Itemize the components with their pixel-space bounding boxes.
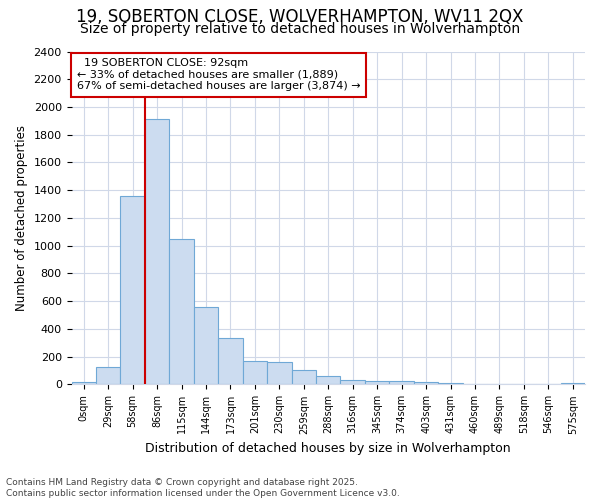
Bar: [292, 370, 316, 384]
Bar: [169, 239, 194, 384]
Bar: [194, 307, 218, 384]
Bar: [340, 380, 365, 384]
Bar: [267, 362, 292, 384]
Bar: [365, 380, 389, 384]
Text: 19, SOBERTON CLOSE, WOLVERHAMPTON, WV11 2QX: 19, SOBERTON CLOSE, WOLVERHAMPTON, WV11 …: [76, 8, 524, 26]
Bar: [71, 382, 96, 384]
Bar: [316, 376, 340, 384]
Bar: [121, 196, 145, 384]
Text: Size of property relative to detached houses in Wolverhampton: Size of property relative to detached ho…: [80, 22, 520, 36]
Bar: [145, 120, 169, 384]
Bar: [414, 382, 438, 384]
Text: Contains HM Land Registry data © Crown copyright and database right 2025.
Contai: Contains HM Land Registry data © Crown c…: [6, 478, 400, 498]
Bar: [560, 383, 585, 384]
Bar: [389, 381, 414, 384]
X-axis label: Distribution of detached houses by size in Wolverhampton: Distribution of detached houses by size …: [145, 442, 511, 455]
Bar: [96, 367, 121, 384]
Text: 19 SOBERTON CLOSE: 92sqm  
← 33% of detached houses are smaller (1,889)
67% of s: 19 SOBERTON CLOSE: 92sqm ← 33% of detach…: [77, 58, 360, 92]
Y-axis label: Number of detached properties: Number of detached properties: [15, 125, 28, 311]
Bar: [242, 361, 267, 384]
Bar: [218, 338, 242, 384]
